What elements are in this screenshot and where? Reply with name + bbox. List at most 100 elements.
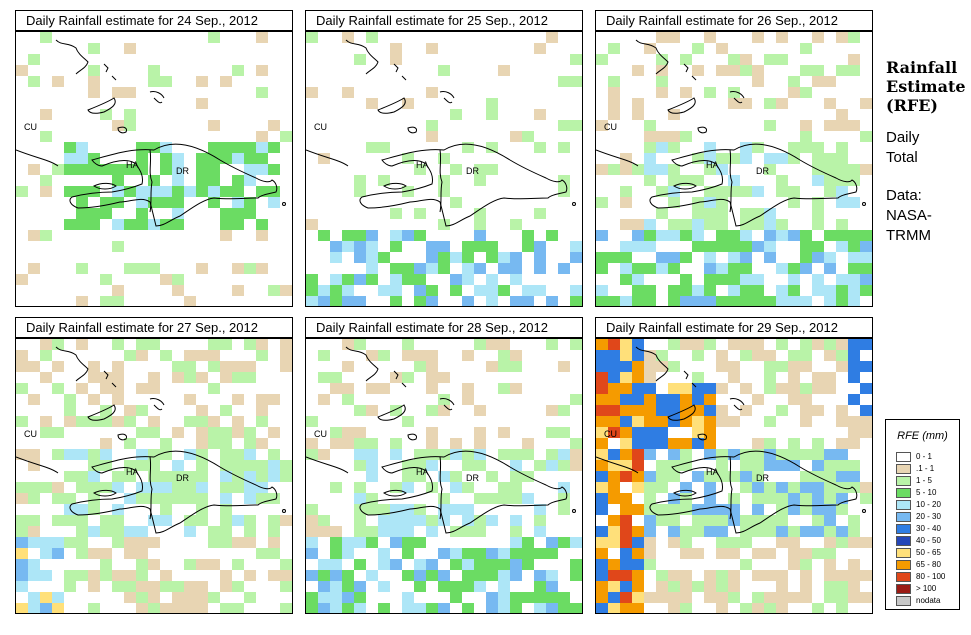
rain-cell bbox=[88, 219, 100, 230]
legend-swatch bbox=[896, 572, 911, 582]
rain-cell bbox=[100, 405, 112, 416]
rainfall-map: CU HA DR bbox=[305, 31, 583, 307]
rain-cell bbox=[342, 394, 354, 405]
rain-cell bbox=[716, 515, 728, 526]
rain-cell bbox=[232, 460, 244, 471]
rain-cell bbox=[776, 285, 788, 296]
rain-cell bbox=[546, 32, 558, 43]
panel-title: Daily Rainfall estimate for 24 Sep., 201… bbox=[15, 10, 293, 31]
rain-cell bbox=[812, 438, 824, 449]
rain-cell bbox=[438, 153, 450, 164]
rain-cell bbox=[40, 109, 52, 120]
rain-cell bbox=[354, 296, 366, 306]
rainfall-map: CU HA DR bbox=[15, 31, 293, 307]
rain-cell bbox=[232, 394, 244, 405]
rain-cell bbox=[330, 372, 342, 383]
rain-cell bbox=[812, 142, 824, 153]
rain-cell bbox=[136, 548, 148, 559]
rain-cell bbox=[160, 515, 172, 526]
rain-cell bbox=[136, 405, 148, 416]
rain-cell bbox=[824, 515, 836, 526]
rain-cell bbox=[450, 438, 462, 449]
rain-cell bbox=[728, 504, 740, 515]
rain-cell bbox=[620, 405, 632, 416]
rain-cell bbox=[632, 285, 644, 296]
rain-cell bbox=[656, 482, 668, 493]
rain-cell bbox=[728, 471, 740, 482]
rain-cell bbox=[656, 438, 668, 449]
rain-cell bbox=[704, 471, 716, 482]
rain-cell bbox=[704, 87, 716, 98]
rain-cell bbox=[644, 515, 656, 526]
rain-cell bbox=[656, 164, 668, 175]
rain-cell bbox=[426, 252, 438, 263]
rain-cell bbox=[632, 230, 644, 241]
rain-cell bbox=[836, 285, 848, 296]
rain-cell bbox=[740, 285, 752, 296]
rain-cell bbox=[414, 581, 426, 592]
rain-cell bbox=[450, 559, 462, 570]
rain-cell bbox=[256, 471, 268, 482]
rain-cell bbox=[366, 263, 378, 274]
rain-cell bbox=[716, 383, 728, 394]
rain-cell bbox=[728, 153, 740, 164]
rain-cell bbox=[824, 175, 836, 186]
rain-cell bbox=[330, 383, 342, 394]
rain-cell bbox=[812, 65, 824, 76]
rain-cell bbox=[318, 296, 330, 306]
rain-cell bbox=[342, 427, 354, 438]
rain-cell bbox=[788, 296, 800, 306]
rain-cell bbox=[692, 581, 704, 592]
rain-cell bbox=[596, 559, 608, 570]
legend-label: 10 - 20 bbox=[916, 500, 941, 509]
rain-cell bbox=[824, 570, 836, 581]
rain-cell bbox=[534, 592, 546, 603]
rain-cell bbox=[438, 252, 450, 263]
rain-cell bbox=[318, 153, 330, 164]
rain-cell bbox=[740, 350, 752, 361]
rain-cell bbox=[620, 339, 632, 350]
rain-cell bbox=[668, 32, 680, 43]
rain-cell bbox=[172, 175, 184, 186]
rain-cell bbox=[824, 372, 836, 383]
rain-cell bbox=[88, 570, 100, 581]
rain-cell bbox=[486, 548, 498, 559]
rain-cell bbox=[88, 361, 100, 372]
rain-cell bbox=[414, 559, 426, 570]
rain-cell bbox=[596, 482, 608, 493]
rain-cell bbox=[740, 515, 752, 526]
rain-cell bbox=[196, 515, 208, 526]
rain-cell bbox=[244, 438, 256, 449]
rain-cell bbox=[462, 526, 474, 537]
rain-cell bbox=[570, 241, 582, 252]
rain-cell bbox=[450, 449, 462, 460]
rain-cell bbox=[558, 493, 570, 504]
rain-cell bbox=[196, 493, 208, 504]
rain-cell bbox=[220, 438, 232, 449]
rain-cell bbox=[680, 570, 692, 581]
rain-cell bbox=[148, 76, 160, 87]
bahamas-andros bbox=[55, 346, 89, 382]
legend-swatch bbox=[896, 464, 911, 474]
rain-cell bbox=[28, 537, 40, 548]
rain-cell bbox=[812, 405, 824, 416]
rain-cell bbox=[704, 186, 716, 197]
rain-cell bbox=[788, 76, 800, 87]
rain-cell bbox=[596, 394, 608, 405]
haiti-label: HA bbox=[706, 160, 719, 170]
rain-cell bbox=[632, 350, 644, 361]
rain-cell bbox=[764, 416, 776, 427]
rain-cell bbox=[196, 350, 208, 361]
rain-cell bbox=[848, 197, 860, 208]
rain-cell bbox=[184, 592, 196, 603]
rain-cell bbox=[232, 559, 244, 570]
rain-cell bbox=[64, 581, 76, 592]
rain-cell bbox=[390, 241, 402, 252]
rain-cell bbox=[16, 559, 28, 570]
rain-cell bbox=[414, 515, 426, 526]
rain-cell bbox=[644, 285, 656, 296]
rain-cell bbox=[848, 164, 860, 175]
rain-cell bbox=[256, 131, 268, 142]
rain-cell bbox=[196, 482, 208, 493]
rain-cell bbox=[812, 493, 824, 504]
